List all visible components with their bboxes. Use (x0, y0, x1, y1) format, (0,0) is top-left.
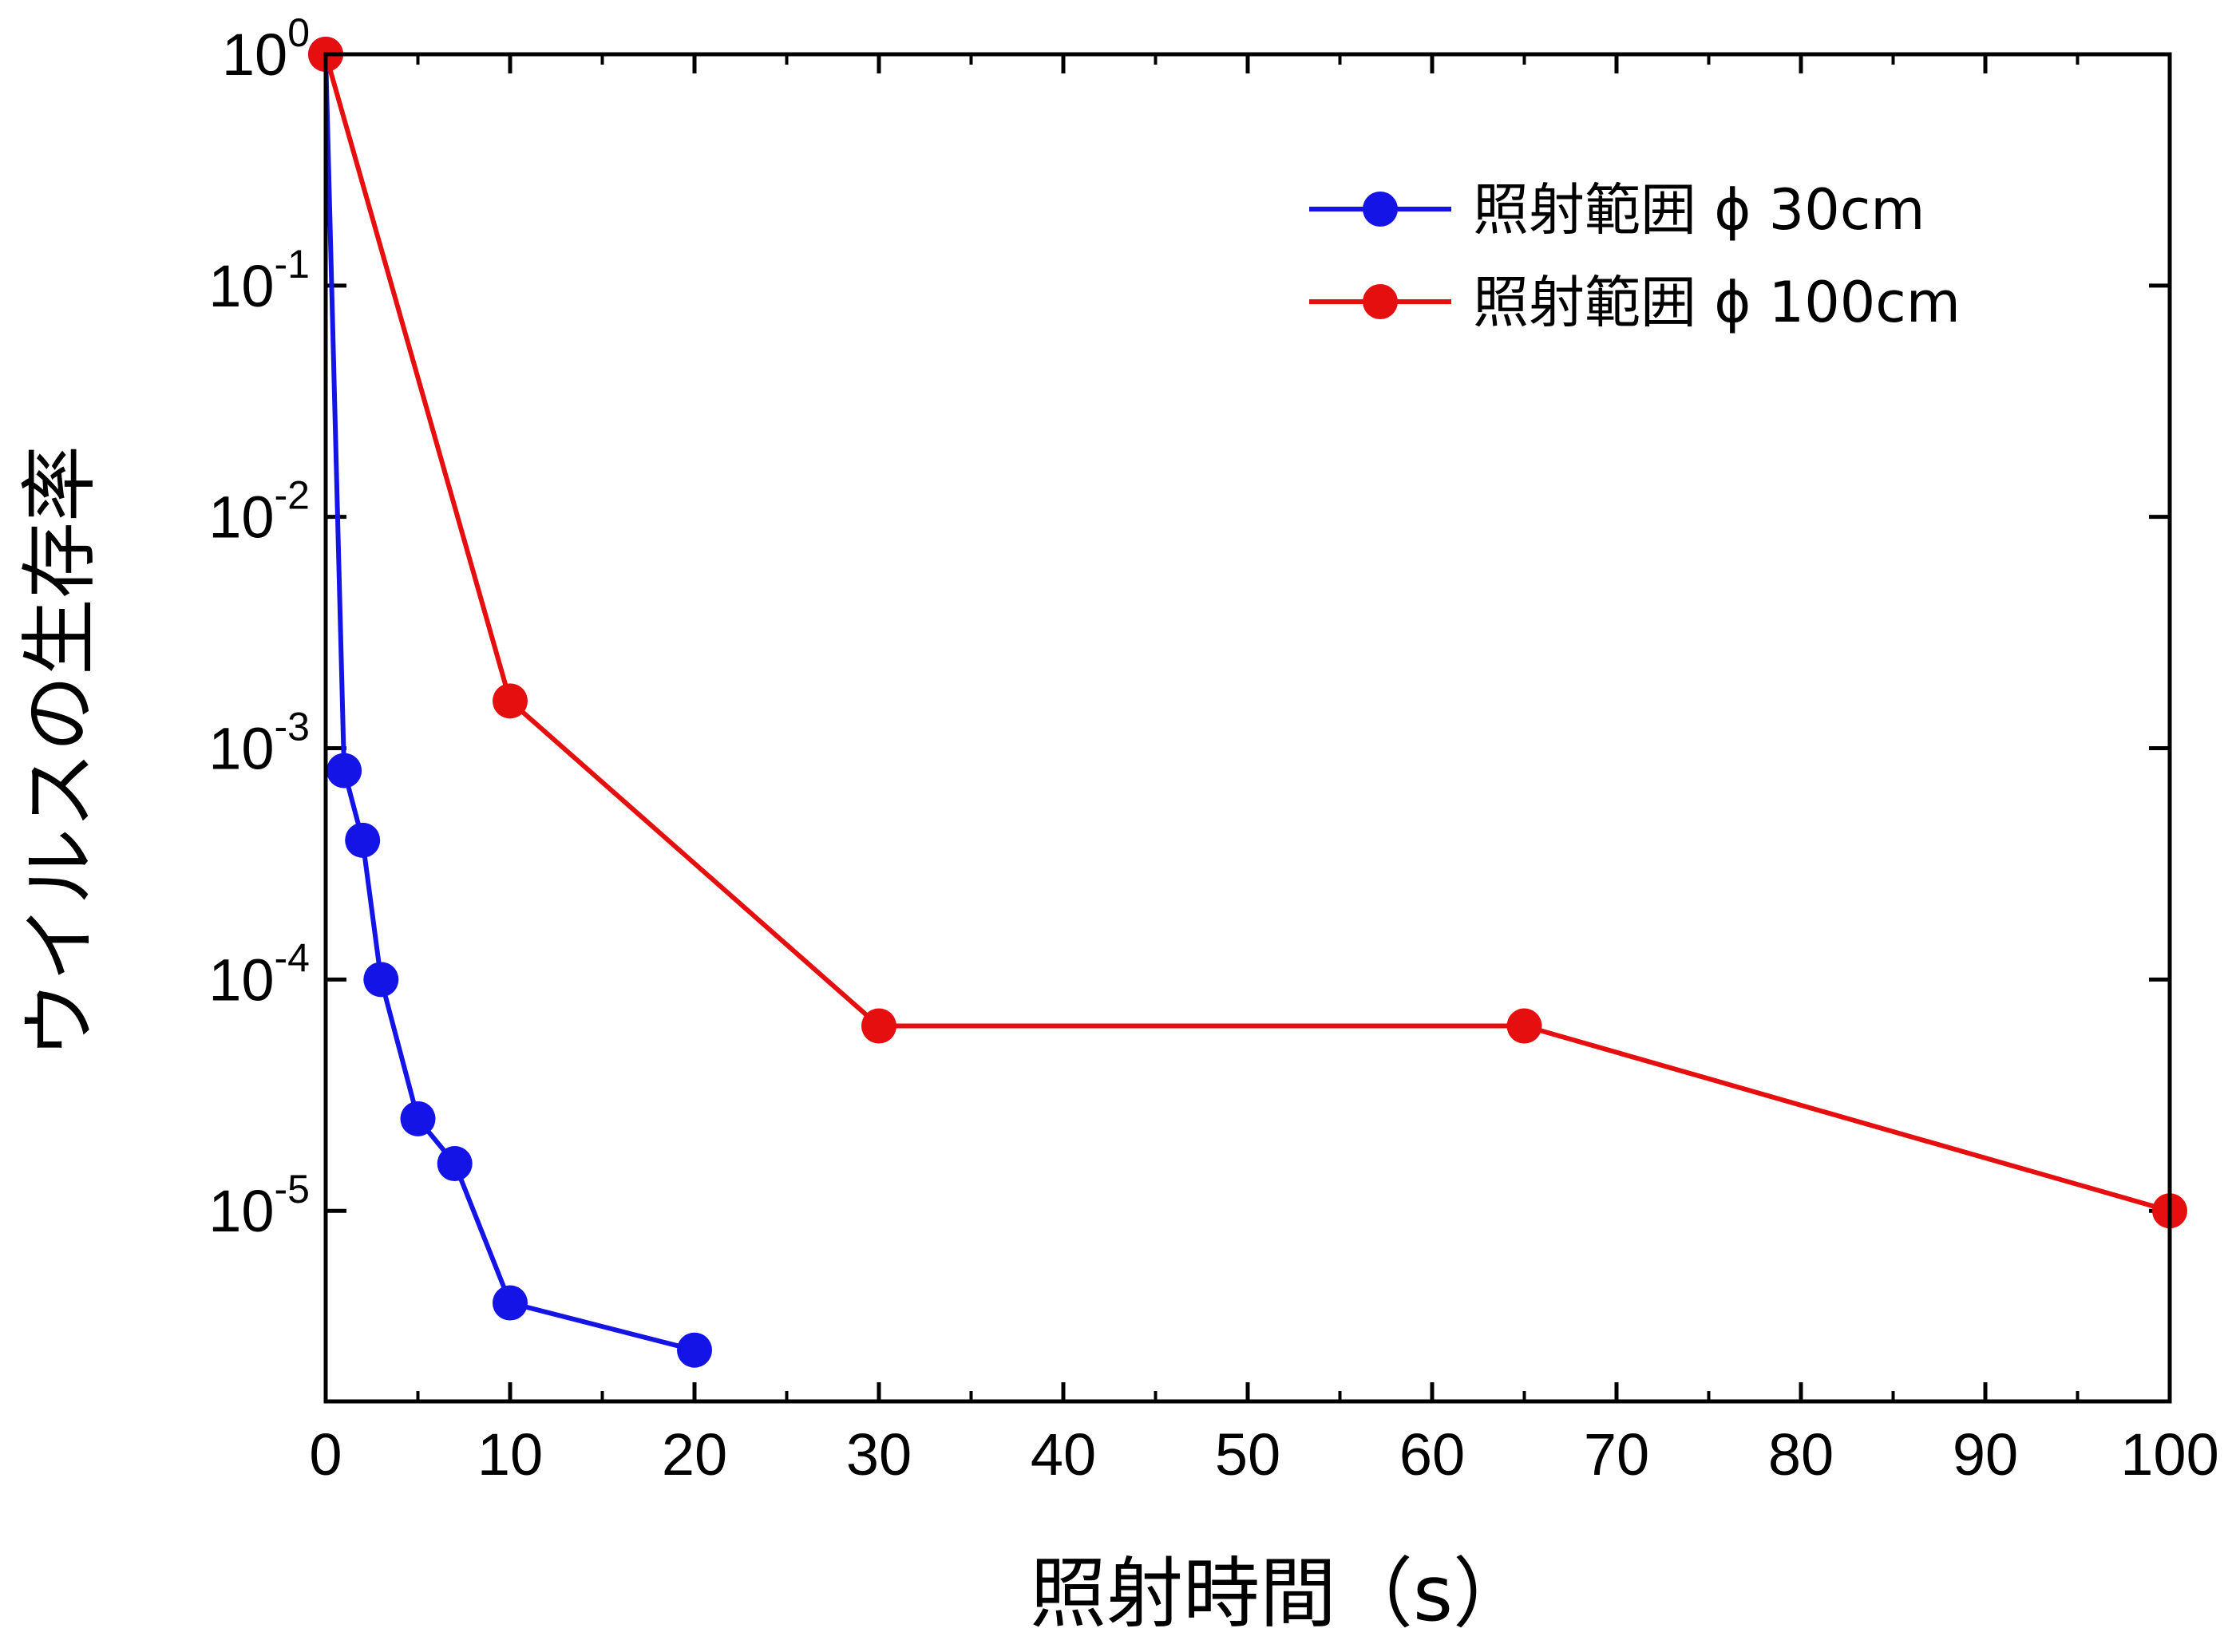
x-tick-label: 80 (1768, 1421, 1834, 1488)
data-point (345, 822, 381, 858)
data-point (437, 1146, 473, 1182)
data-point (363, 962, 399, 998)
data-point (493, 683, 528, 719)
x-tick-labels: 0 10 20 30 40 50 60 70 80 90 100 (309, 1421, 2218, 1488)
data-point (326, 753, 362, 788)
y-axis-title: ウイルスの生存率 (15, 445, 105, 1058)
x-tick-label: 30 (846, 1421, 912, 1488)
legend-marker-30cm (1363, 192, 1398, 227)
y-tick-label: 10-1 (208, 242, 310, 319)
legend-entry-100cm: 照射範囲 ϕ 100cm (1309, 270, 1961, 335)
x-tick-label: 90 (1953, 1421, 2018, 1488)
series-1 (308, 37, 2187, 1229)
x-tick-label: 20 (662, 1421, 727, 1488)
x-axis-title: 照射時間（s） (1030, 1549, 1530, 1638)
legend-label-100cm: 照射範囲 ϕ 100cm (1473, 270, 1961, 335)
legend-label-30cm: 照射範囲 ϕ 30cm (1473, 177, 1925, 243)
legend-entry-30cm: 照射範囲 ϕ 30cm (1309, 177, 1925, 243)
data-point (400, 1101, 436, 1136)
x-tick-label: 50 (1215, 1421, 1280, 1488)
y-tick-labels: 100 10-1 10-2 10-3 10-4 10-5 (208, 10, 310, 1244)
x-axis-ticks (323, 54, 2172, 1401)
x-tick-label: 0 (309, 1421, 342, 1488)
legend-marker-100cm (1363, 284, 1398, 319)
x-tick-label: 100 (2120, 1421, 2218, 1488)
x-tick-label: 10 (477, 1421, 543, 1488)
y-tick-label: 100 (222, 10, 310, 88)
x-tick-label: 70 (1584, 1421, 1649, 1488)
data-point (677, 1332, 712, 1368)
y-tick-label: 10-4 (208, 935, 310, 1013)
series-layer (308, 37, 2187, 1368)
y-tick-label: 10-5 (208, 1167, 310, 1244)
x-tick-label: 40 (1031, 1421, 1096, 1488)
legend: 照射範囲 ϕ 30cm 照射範囲 ϕ 100cm (1309, 177, 1961, 335)
y-tick-label: 10-3 (208, 705, 310, 782)
plot-frame (323, 52, 2172, 1404)
data-point (861, 1008, 896, 1044)
x-tick-label: 60 (1399, 1421, 1465, 1488)
data-point (1506, 1008, 1542, 1044)
y-tick-label: 10-2 (208, 473, 310, 551)
data-point (493, 1285, 528, 1321)
